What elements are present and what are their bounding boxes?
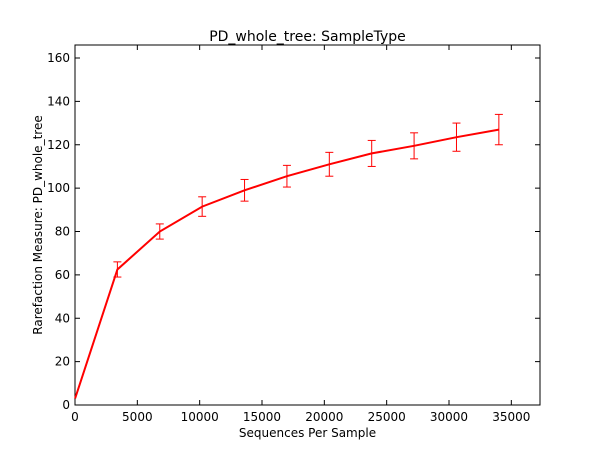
x-tick-label: 10000 [181,410,219,424]
y-tick-label: 120 [47,138,70,152]
x-axis-label: Sequences Per Sample [239,426,376,440]
y-tick-label: 60 [55,268,70,282]
x-tick-label: 0 [71,410,79,424]
y-tick-label: 0 [62,398,70,412]
x-tick-label: 35000 [492,410,530,424]
y-tick-label: 140 [47,94,70,108]
x-tick-label: 25000 [368,410,406,424]
x-tick-label: 15000 [243,410,281,424]
x-tick-label: 5000 [122,410,153,424]
y-tick-label: 160 [47,51,70,65]
x-tick-label: 20000 [305,410,343,424]
y-axis-label: Rarefaction Measure: PD_whole_tree [31,115,45,334]
y-tick-label: 100 [47,181,70,195]
y-tick-label: 20 [55,355,70,369]
y-tick-label: 80 [55,225,70,239]
x-tick-label: 30000 [430,410,468,424]
series-line [74,128,500,399]
y-tick-label: 40 [55,311,70,325]
chart-title: PD_whole_tree: SampleType [209,29,406,45]
plot-area [74,44,541,406]
